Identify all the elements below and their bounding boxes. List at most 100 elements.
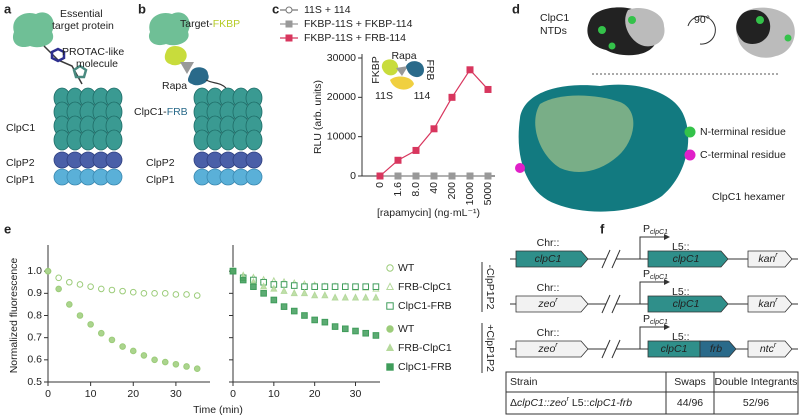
label-part: P	[643, 268, 650, 280]
panel-label: e	[4, 221, 11, 236]
marker-box	[747, 250, 793, 268]
clpc1-subunit	[245, 129, 263, 151]
y-tick-label: 0.8	[27, 309, 42, 321]
x-tick-label: 8.0	[410, 182, 422, 197]
linker	[205, 79, 227, 89]
cell-part: zeo	[549, 397, 567, 409]
y-tick-label: 30000	[327, 52, 356, 64]
marker	[119, 287, 126, 295]
label-part: clpC1	[650, 229, 668, 236]
y-tick-label: 0.6	[27, 354, 42, 366]
label: FRB	[424, 60, 436, 81]
legend-label: ClpC1-FRB	[398, 300, 452, 312]
marker	[129, 288, 137, 296]
frb	[188, 67, 209, 86]
marker	[280, 281, 288, 288]
label: L5::	[672, 331, 690, 343]
y-axis-label: RLU (arb. units)	[312, 80, 324, 154]
marker	[290, 282, 298, 289]
label-part: ntc	[760, 343, 775, 355]
marker	[301, 312, 308, 319]
label: PROTAC-like	[62, 46, 124, 58]
break	[601, 294, 611, 314]
gene-box	[515, 340, 589, 358]
marker	[129, 347, 137, 355]
x-tick-label: 20	[309, 388, 321, 400]
break-gap	[606, 301, 616, 307]
label: molecule	[76, 58, 118, 70]
marker	[290, 307, 298, 315]
marker	[290, 288, 298, 297]
marker	[270, 284, 278, 292]
ntd-structure	[736, 9, 771, 44]
label: Chr::	[537, 327, 560, 339]
rotate-arrow	[687, 15, 716, 45]
marker	[87, 321, 94, 328]
marker	[352, 327, 359, 335]
marker	[430, 125, 438, 133]
y-axis-label: Normalized fluorescence	[8, 258, 20, 374]
label: ClpP1	[6, 174, 35, 186]
marker	[229, 267, 237, 275]
table-cell: 52/96	[743, 397, 769, 409]
label-part: P	[643, 313, 650, 325]
cell-part: Δ	[510, 397, 517, 409]
arrow-head	[664, 324, 670, 330]
table-header: Swaps	[674, 376, 706, 388]
gene-label: clpC1	[535, 253, 562, 265]
label: Target-FKBP	[180, 18, 240, 30]
gene-label: frb	[710, 343, 722, 355]
y-tick-label: 0.9	[27, 287, 42, 299]
promoter-label: PclpC1	[643, 313, 668, 326]
label: FRB	[167, 106, 188, 118]
marker	[140, 290, 148, 297]
label-part: clpC1	[650, 319, 668, 326]
label-part: r	[555, 342, 558, 349]
marker	[352, 283, 359, 290]
marker	[151, 356, 158, 364]
luciferase	[390, 76, 414, 90]
marker	[55, 274, 62, 282]
label-part: zeo	[537, 343, 555, 355]
clpp2-subunit	[105, 151, 123, 169]
x-axis-label: Time (min)	[193, 404, 243, 416]
marker	[321, 291, 329, 299]
marker	[172, 360, 180, 368]
x-tick-label: 1000	[464, 182, 476, 206]
label: Chr::	[537, 237, 560, 249]
x-tick-label: 200	[446, 182, 458, 200]
c-terminal-dot	[515, 163, 525, 173]
marker	[412, 146, 420, 154]
label: 114	[414, 90, 431, 102]
label-part: r	[555, 297, 558, 304]
label-part: zeo	[537, 298, 555, 310]
marker	[140, 352, 148, 359]
marker	[466, 66, 474, 74]
break	[611, 249, 621, 269]
legend-marker	[285, 20, 293, 28]
legend-label: FRB-ClpC1	[398, 342, 452, 354]
label-part: P	[643, 223, 650, 235]
label: Chr::	[537, 282, 560, 294]
n-terminal-dot	[628, 16, 636, 24]
marker	[412, 172, 420, 180]
marker	[183, 291, 190, 298]
legend-label: C-terminal residue	[700, 149, 786, 161]
marker	[372, 293, 380, 301]
gene-box	[515, 250, 589, 268]
hexagon	[50, 47, 66, 63]
marker	[311, 291, 319, 299]
cell-part: r	[567, 396, 570, 403]
n-terminal-dot	[598, 26, 606, 34]
y-tick-label: 0.5	[27, 376, 42, 388]
y-tick-label: 20000	[327, 91, 356, 103]
legend-marker	[386, 363, 394, 371]
legend-marker	[386, 264, 394, 272]
panel-label: d	[512, 1, 520, 16]
marker	[430, 172, 438, 180]
legend-dot	[684, 126, 696, 138]
marker	[193, 292, 201, 299]
legend-label: FKBP-11S + FKBP-114	[304, 18, 413, 30]
marker	[372, 332, 380, 339]
legend-marker	[285, 6, 293, 14]
